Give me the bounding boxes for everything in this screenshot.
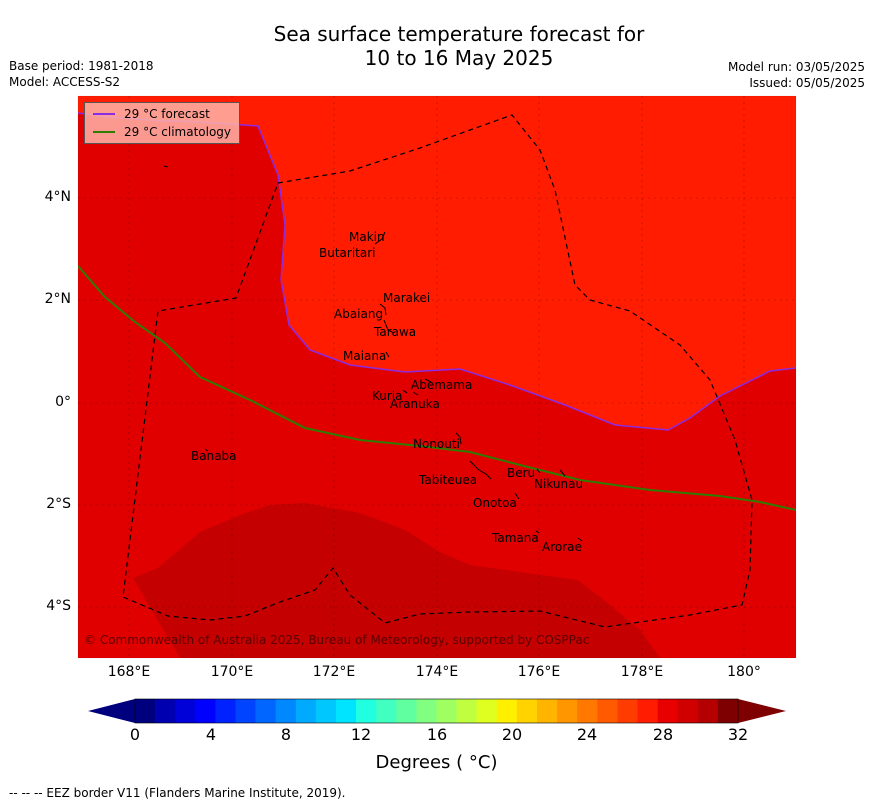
lon-label-174e: 174°E <box>415 664 459 680</box>
colorbar-segment <box>315 699 337 723</box>
colorbar-segment <box>275 699 297 723</box>
island-label: Banaba <box>191 449 237 463</box>
island-shapes <box>163 165 583 542</box>
island-label: Makin <box>349 230 385 244</box>
island-label: Beru <box>507 466 536 480</box>
island-label: Onotoa <box>473 496 517 510</box>
colorbar-segment <box>456 699 477 723</box>
colorbar-segment <box>597 699 618 723</box>
colorbar-segment <box>356 699 377 723</box>
island-label: Abemama <box>411 378 473 392</box>
legend-forecast-label: 29 °C forecast <box>124 107 210 121</box>
island-label: Maiana <box>343 349 387 363</box>
map-title: Sea surface temperature forecast for 10 … <box>0 22 873 70</box>
lon-label-170e: 170°E <box>210 664 254 680</box>
colorbar-tick: 20 <box>501 725 523 744</box>
colorbar-segment <box>436 699 457 723</box>
lon-label-176e: 176°E <box>517 664 561 680</box>
map-title-line-1: Sea surface temperature forecast for <box>273 22 645 46</box>
climatology-contour-29c <box>78 265 796 511</box>
colorbar-segment <box>295 699 317 723</box>
colorbar-tick: 8 <box>280 725 292 744</box>
island-label: Tabiteuea <box>419 473 478 487</box>
climatology-line-swatch <box>93 131 115 133</box>
lon-label-178e: 178°E <box>620 664 664 680</box>
meta-left: Base period: 1981-2018 Model: ACCESS-S2 <box>9 58 154 90</box>
colorbar-tick: 0 <box>129 725 141 744</box>
colorbar-segment <box>195 699 216 723</box>
island-label: Tarawa <box>374 325 417 339</box>
colorbar-tick: 12 <box>350 725 372 744</box>
island-label: Kuria <box>372 389 403 403</box>
colorbar <box>88 698 786 724</box>
meta-right: Model run: 03/05/2025 Issued: 05/05/2025 <box>728 59 865 91</box>
colorbar-segment <box>135 699 156 723</box>
issued-text: Issued: 05/05/2025 <box>749 76 865 90</box>
colorbar-tick: 28 <box>652 725 674 744</box>
colorbar-segment <box>516 699 538 723</box>
colorbar-segment <box>677 699 699 723</box>
colorbar-segment <box>235 699 256 723</box>
colorbar-segment <box>537 699 558 723</box>
lat-label-2s: 2°S <box>46 496 71 512</box>
legend-entry-climatology: 29 °C climatology <box>93 123 231 141</box>
colorbar-segment <box>215 699 236 723</box>
colorbar-tick: 4 <box>205 725 217 744</box>
forecast-line-swatch <box>93 113 115 115</box>
colorbar-segment <box>697 699 719 723</box>
base-period-text: Base period: 1981-2018 <box>9 59 154 73</box>
island-label: Aranuka <box>390 397 440 411</box>
colorbar-high-arrow <box>738 699 786 723</box>
colorbar-segment <box>657 699 678 723</box>
island-label: Abaiang <box>334 307 384 321</box>
lon-label-168e: 168°E <box>107 664 151 680</box>
island-label: Nikunau <box>534 477 584 491</box>
island-label: Arorae <box>542 540 582 554</box>
lat-label-4n: 4°N <box>44 189 71 205</box>
model-run-text: Model run: 03/05/2025 <box>727 60 865 74</box>
map-title-line-2: 10 to 16 May 2025 <box>364 46 554 70</box>
island-label: Tamana <box>492 531 539 545</box>
colorbar-outline <box>134 698 739 724</box>
copyright-text: © Commonwealth of Australia 2025, Bureau… <box>84 633 590 647</box>
island-label: Butaritari <box>319 246 376 260</box>
colorbar-segment <box>617 699 638 723</box>
colorbar-segment <box>416 699 437 723</box>
footnote-eez: -- -- -- EEZ border V11 (Flanders Marine… <box>9 786 346 800</box>
legend-entry-forecast: 29 °C forecast <box>93 105 210 123</box>
island-label: Nonouti <box>413 437 460 451</box>
lat-label-4s: 4°S <box>46 598 71 614</box>
lon-label-180: 180° <box>727 664 761 680</box>
lat-label-0: 0° <box>55 394 71 410</box>
lat-label-2n: 2°N <box>44 291 71 307</box>
colorbar-tick: 32 <box>727 725 749 744</box>
graticule <box>78 96 796 658</box>
colorbar-segment <box>396 699 417 723</box>
colorbar-segment <box>155 699 176 723</box>
colorbar-segment <box>255 699 276 723</box>
legend-climatology-label: 29 °C climatology <box>124 125 232 139</box>
colorbar-segment <box>476 699 498 723</box>
model-text: Model: ACCESS-S2 <box>9 75 121 89</box>
map-frame <box>77 95 797 659</box>
eez-border <box>122 114 753 628</box>
colorbar-tick: 16 <box>426 725 448 744</box>
colorbar-segment <box>577 699 598 723</box>
colorbar-segment <box>175 699 196 723</box>
zone-hottest <box>133 503 660 658</box>
colorbar-segment <box>557 699 578 723</box>
colorbar-segment <box>376 699 397 723</box>
island-label: Marakei <box>383 291 431 305</box>
map-legend: 29 °C forecast 29 °C climatology <box>84 102 240 144</box>
colorbar-tick: 24 <box>576 725 598 744</box>
colorbar-segment <box>496 699 518 723</box>
colorbar-low-arrow <box>88 699 135 723</box>
colorbar-segment <box>637 699 658 723</box>
colorbar-label: Degrees ( °C) <box>375 752 498 773</box>
colorbar-segment <box>336 699 357 723</box>
colorbar-segment <box>717 699 739 723</box>
lon-label-172e: 172°E <box>312 664 356 680</box>
